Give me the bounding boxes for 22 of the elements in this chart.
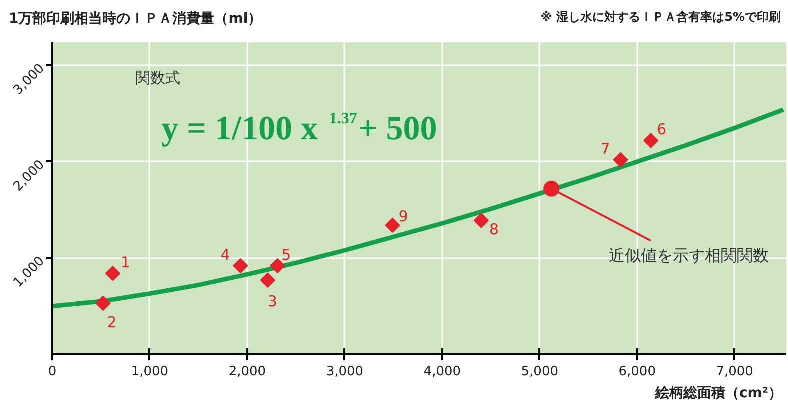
annotation: 2 [107, 313, 117, 332]
x-tick-label: 2,000 [228, 364, 266, 380]
x-tick-label: 5,000 [521, 364, 558, 380]
annotation: 近似値を示す相関関数 [609, 246, 770, 265]
annotation: 関数式 [135, 68, 180, 87]
chart-subtitle: ※ 湿し水に対するＩＰＡ含有率は5%で印刷 [540, 9, 781, 26]
x-tick-label: 4,000 [424, 364, 462, 380]
annotation: 5 [282, 246, 292, 264]
x-tick-label: 6,000 [618, 364, 656, 380]
annotation: 7 [600, 140, 610, 158]
annotation: 4 [220, 246, 230, 264]
annotation: 1 [120, 254, 130, 272]
annotation: 9 [398, 207, 408, 226]
x-tick-label: 1,000 [131, 364, 169, 380]
annotation: 3 [268, 292, 278, 310]
annotation: 6 [657, 120, 667, 139]
x-tick-label: 7,000 [716, 364, 754, 380]
annotation: 8 [489, 220, 499, 239]
chart-title: 1万部印刷相当時のＩＰＡ消費量（ml） [9, 10, 262, 29]
x-tick-label: 3,000 [326, 364, 364, 380]
x-tick-label: 0 [48, 364, 57, 380]
x-axis-title: 絵柄総面積（cm²） [654, 386, 783, 400]
